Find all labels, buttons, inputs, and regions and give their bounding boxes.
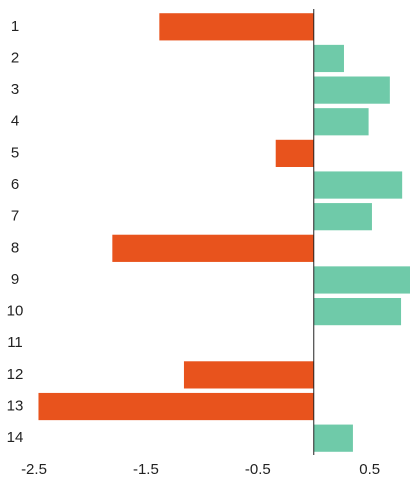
bar — [275, 139, 314, 167]
bar — [313, 266, 410, 294]
x-tick-label: 0.5 — [359, 461, 380, 478]
bar — [313, 76, 390, 104]
y-tick-label: 12 — [7, 366, 24, 383]
y-tick-label: 9 — [11, 271, 19, 288]
x-tick-label: -1.5 — [133, 461, 159, 478]
x-tick-label: -2.5 — [21, 461, 47, 478]
y-tick-label: 10 — [7, 303, 24, 320]
bar — [313, 44, 344, 73]
x-tick-label: -0.5 — [245, 461, 271, 478]
bar — [313, 171, 403, 199]
y-tick-label: 5 — [11, 144, 19, 161]
bar — [38, 392, 314, 421]
bar — [313, 203, 372, 231]
y-tick-label: 7 — [11, 208, 19, 225]
y-tick-label: 11 — [7, 334, 23, 351]
y-tick-label: 14 — [7, 429, 24, 446]
bar — [313, 108, 369, 136]
y-tick-label: 2 — [11, 49, 19, 66]
y-tick-label: 3 — [11, 81, 19, 98]
bar — [159, 13, 314, 41]
y-tick-label: 8 — [11, 239, 19, 256]
bar — [183, 361, 314, 389]
y-tick-label: 6 — [11, 176, 19, 193]
bar — [112, 234, 314, 262]
bar — [313, 424, 353, 452]
y-tick-label: 1 — [11, 18, 19, 35]
y-tick-label: 4 — [11, 113, 19, 130]
bar — [313, 298, 402, 326]
y-tick-label: 13 — [7, 398, 24, 415]
